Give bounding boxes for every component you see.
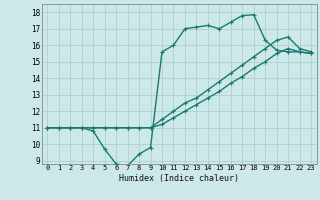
X-axis label: Humidex (Indice chaleur): Humidex (Indice chaleur) [119,174,239,183]
